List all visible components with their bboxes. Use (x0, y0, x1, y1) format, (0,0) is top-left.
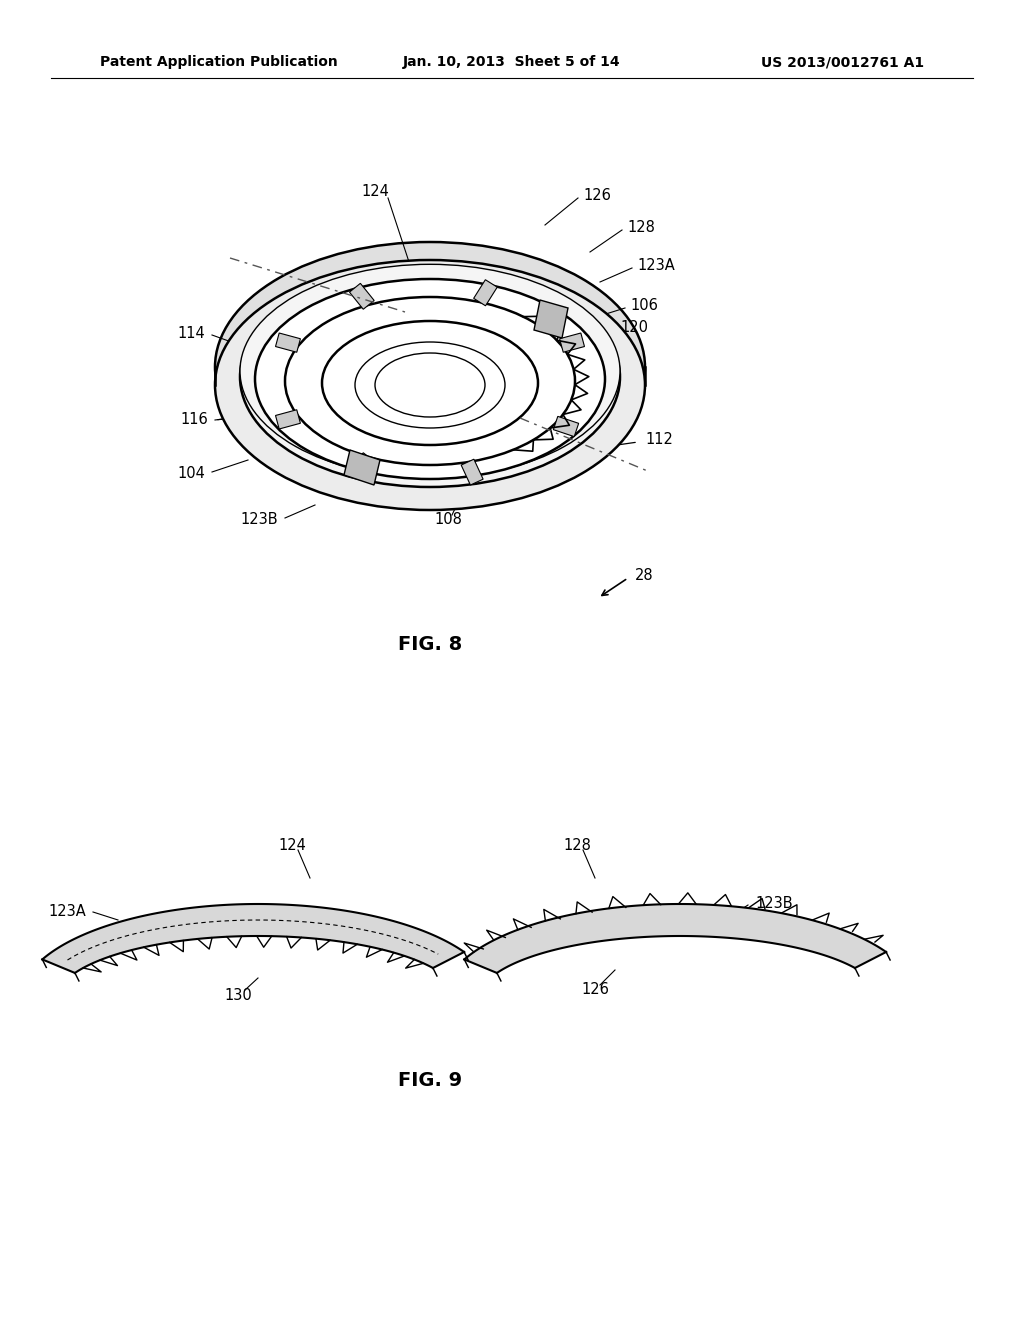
Ellipse shape (375, 352, 485, 417)
Polygon shape (461, 459, 483, 484)
Ellipse shape (285, 297, 575, 465)
Ellipse shape (322, 321, 538, 445)
Text: 130: 130 (224, 989, 252, 1003)
Polygon shape (275, 333, 300, 352)
Ellipse shape (240, 264, 620, 478)
Polygon shape (349, 284, 374, 309)
Text: 126: 126 (583, 187, 611, 202)
Text: 114: 114 (177, 326, 205, 342)
Text: 128: 128 (627, 220, 655, 235)
Text: 112: 112 (645, 433, 673, 447)
Text: 123B: 123B (755, 896, 793, 912)
Polygon shape (344, 450, 380, 484)
Polygon shape (464, 904, 886, 973)
Text: Patent Application Publication: Patent Application Publication (100, 55, 338, 69)
Text: 106: 106 (630, 298, 657, 314)
Text: 123A: 123A (48, 904, 86, 920)
Ellipse shape (215, 242, 645, 492)
Polygon shape (349, 453, 374, 479)
Text: 123A: 123A (637, 259, 675, 273)
Text: 124: 124 (279, 837, 306, 853)
Text: FIG. 8: FIG. 8 (398, 635, 462, 655)
Text: 122: 122 (327, 450, 355, 466)
Text: 128: 128 (563, 837, 591, 853)
Text: 118: 118 (384, 330, 412, 346)
Text: 116: 116 (180, 412, 208, 428)
Ellipse shape (255, 279, 605, 479)
Ellipse shape (240, 267, 620, 487)
Text: 28: 28 (635, 569, 653, 583)
Ellipse shape (355, 342, 505, 428)
Text: 110: 110 (548, 461, 575, 475)
Text: 104: 104 (177, 466, 205, 482)
Text: 108: 108 (434, 512, 462, 528)
Polygon shape (275, 409, 300, 429)
Text: 124: 124 (361, 185, 389, 199)
Polygon shape (559, 333, 585, 352)
Text: 120: 120 (620, 321, 648, 335)
Text: 120: 120 (444, 491, 472, 506)
Text: 126: 126 (581, 982, 609, 998)
Text: FIG. 9: FIG. 9 (398, 1071, 462, 1089)
Text: 123B: 123B (241, 512, 278, 528)
Text: Jan. 10, 2013  Sheet 5 of 14: Jan. 10, 2013 Sheet 5 of 14 (403, 55, 621, 69)
Polygon shape (474, 280, 498, 306)
Ellipse shape (215, 260, 645, 510)
Polygon shape (42, 904, 464, 973)
Polygon shape (553, 416, 579, 437)
Polygon shape (534, 300, 568, 338)
Text: 113: 113 (387, 363, 415, 378)
Text: US 2013/0012761 A1: US 2013/0012761 A1 (761, 55, 924, 69)
